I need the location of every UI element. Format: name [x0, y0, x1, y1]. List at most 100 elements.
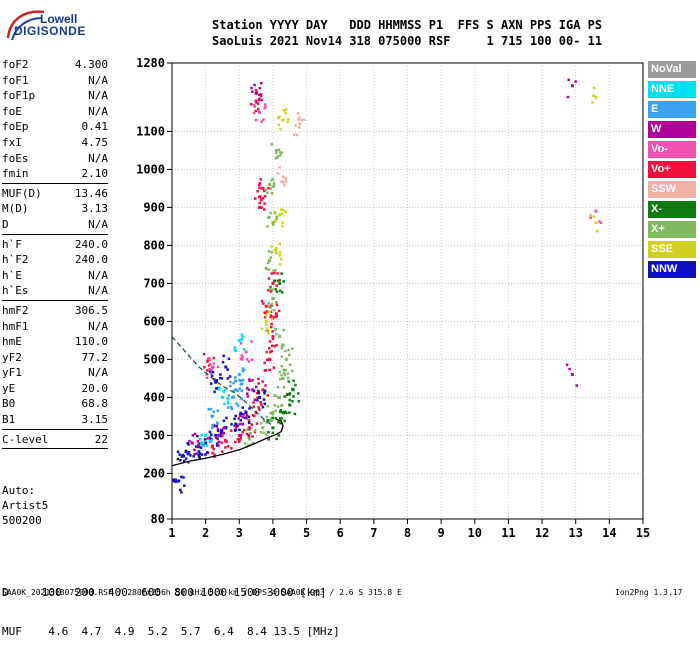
data-point-vo: [241, 355, 244, 359]
data-point-w: [247, 434, 250, 437]
data-point-nnw: [215, 424, 219, 428]
data-point-nnw: [174, 480, 178, 484]
data-point-nnw: [179, 488, 182, 492]
data-point-e: [209, 407, 213, 411]
data-point-e: [241, 378, 245, 382]
data-point-vo: [233, 440, 237, 444]
data-point-nne: [200, 441, 203, 444]
data-point-nnw: [178, 453, 181, 456]
data-point-nne: [223, 388, 227, 392]
data-point-vo: [247, 428, 251, 431]
data-point-nnw: [216, 429, 220, 433]
data-point-nnw: [198, 442, 202, 445]
param-separator: [2, 299, 108, 301]
data-point-vo: [269, 290, 273, 293]
data-point-x: [271, 426, 275, 430]
legend-item-x: X+: [648, 221, 696, 238]
data-point-x: [271, 431, 275, 435]
data-point-x: [275, 215, 278, 219]
data-point-vo: [259, 400, 262, 404]
data-point-vo: [257, 406, 260, 409]
param-row-hes: h`Es N/A: [2, 283, 108, 299]
data-point-sse: [279, 127, 282, 131]
data-point-x: [281, 343, 284, 346]
data-point-e: [230, 407, 234, 411]
data-point-nnw: [197, 453, 200, 457]
data-point-x: [288, 392, 292, 396]
data-point-vo: [258, 408, 261, 411]
data-point-vo: [589, 216, 592, 220]
data-point-nnw: [192, 455, 195, 458]
data-point-x: [288, 411, 291, 414]
data-point-x: [279, 151, 282, 154]
x-tick-label: 12: [535, 526, 549, 540]
data-point-sse: [592, 215, 596, 219]
data-point-x: [275, 290, 279, 293]
data-point-x: [267, 437, 271, 441]
data-point-nne: [202, 444, 205, 447]
param-separator: [2, 233, 108, 235]
data-point-vo: [254, 109, 257, 113]
data-point-vo: [275, 343, 278, 347]
data-point-nnw: [239, 411, 242, 415]
data-point-vo: [271, 281, 275, 285]
data-point-x: [283, 373, 287, 377]
data-point-x: [284, 368, 288, 372]
data-point-vo: [274, 312, 278, 316]
param-row-yf1: yF1 N/A: [2, 365, 108, 381]
data-point-nne: [233, 346, 237, 349]
data-point-x: [274, 328, 277, 331]
data-point-e: [237, 373, 241, 377]
param-value: N/A: [88, 104, 108, 118]
data-point-nnw: [247, 415, 251, 419]
data-point-sse: [287, 118, 290, 121]
data-point-x: [272, 183, 276, 186]
data-point-x: [267, 419, 271, 422]
data-point-nne: [238, 339, 241, 342]
y-tick-label: 900: [143, 200, 165, 214]
data-point-x: [292, 379, 295, 383]
data-point-vo: [243, 428, 246, 432]
data-point-nnw: [203, 438, 207, 441]
data-point-x: [282, 368, 286, 371]
param-label: foF1p: [2, 89, 36, 103]
data-point-sse: [278, 213, 282, 217]
data-point-nnw: [261, 405, 265, 409]
data-point-vo: [212, 362, 216, 365]
data-point-x: [275, 217, 278, 220]
data-point-vo: [256, 189, 259, 193]
ionogram-chart: 1 2 3 4 5 6 7 8 9 10 11 12 13 14 158020030040050060070…: [136, 56, 650, 540]
data-point-w: [254, 385, 258, 389]
x-tick-label: 13: [568, 526, 582, 540]
data-point-vo: [258, 93, 261, 97]
data-point-sse: [591, 101, 594, 104]
y-tick-label: 1280: [136, 56, 165, 70]
data-point-ssw: [293, 133, 296, 137]
param-row-foe: foE N/A: [2, 104, 108, 120]
data-point-e: [240, 397, 243, 401]
data-point-x: [267, 268, 271, 271]
data-point-nnw: [186, 441, 189, 445]
data-point-x: [274, 409, 277, 412]
data-point-vo: [229, 429, 233, 432]
data-point-nnw: [244, 410, 247, 413]
data-point-vo: [247, 360, 251, 363]
param-label: hmE: [2, 335, 22, 349]
data-point-x: [270, 302, 274, 306]
data-point-vo: [261, 380, 264, 383]
data-point-vo: [256, 107, 260, 111]
data-point-e: [227, 394, 230, 397]
data-point-e: [239, 383, 243, 386]
data-point-nne: [210, 439, 213, 442]
data-point-x: [288, 398, 291, 402]
data-point-nnw: [209, 382, 213, 385]
data-point-nne: [208, 439, 212, 442]
data-point-vo: [275, 314, 279, 318]
data-point-w: [195, 452, 199, 455]
data-point-x: [272, 308, 276, 312]
data-point-w: [255, 91, 259, 94]
autoscaling-info: Auto: Artist5 500200: [2, 483, 48, 528]
data-point-nnw: [233, 429, 237, 432]
data-point-w: [565, 363, 569, 367]
data-point-vo: [260, 120, 263, 123]
